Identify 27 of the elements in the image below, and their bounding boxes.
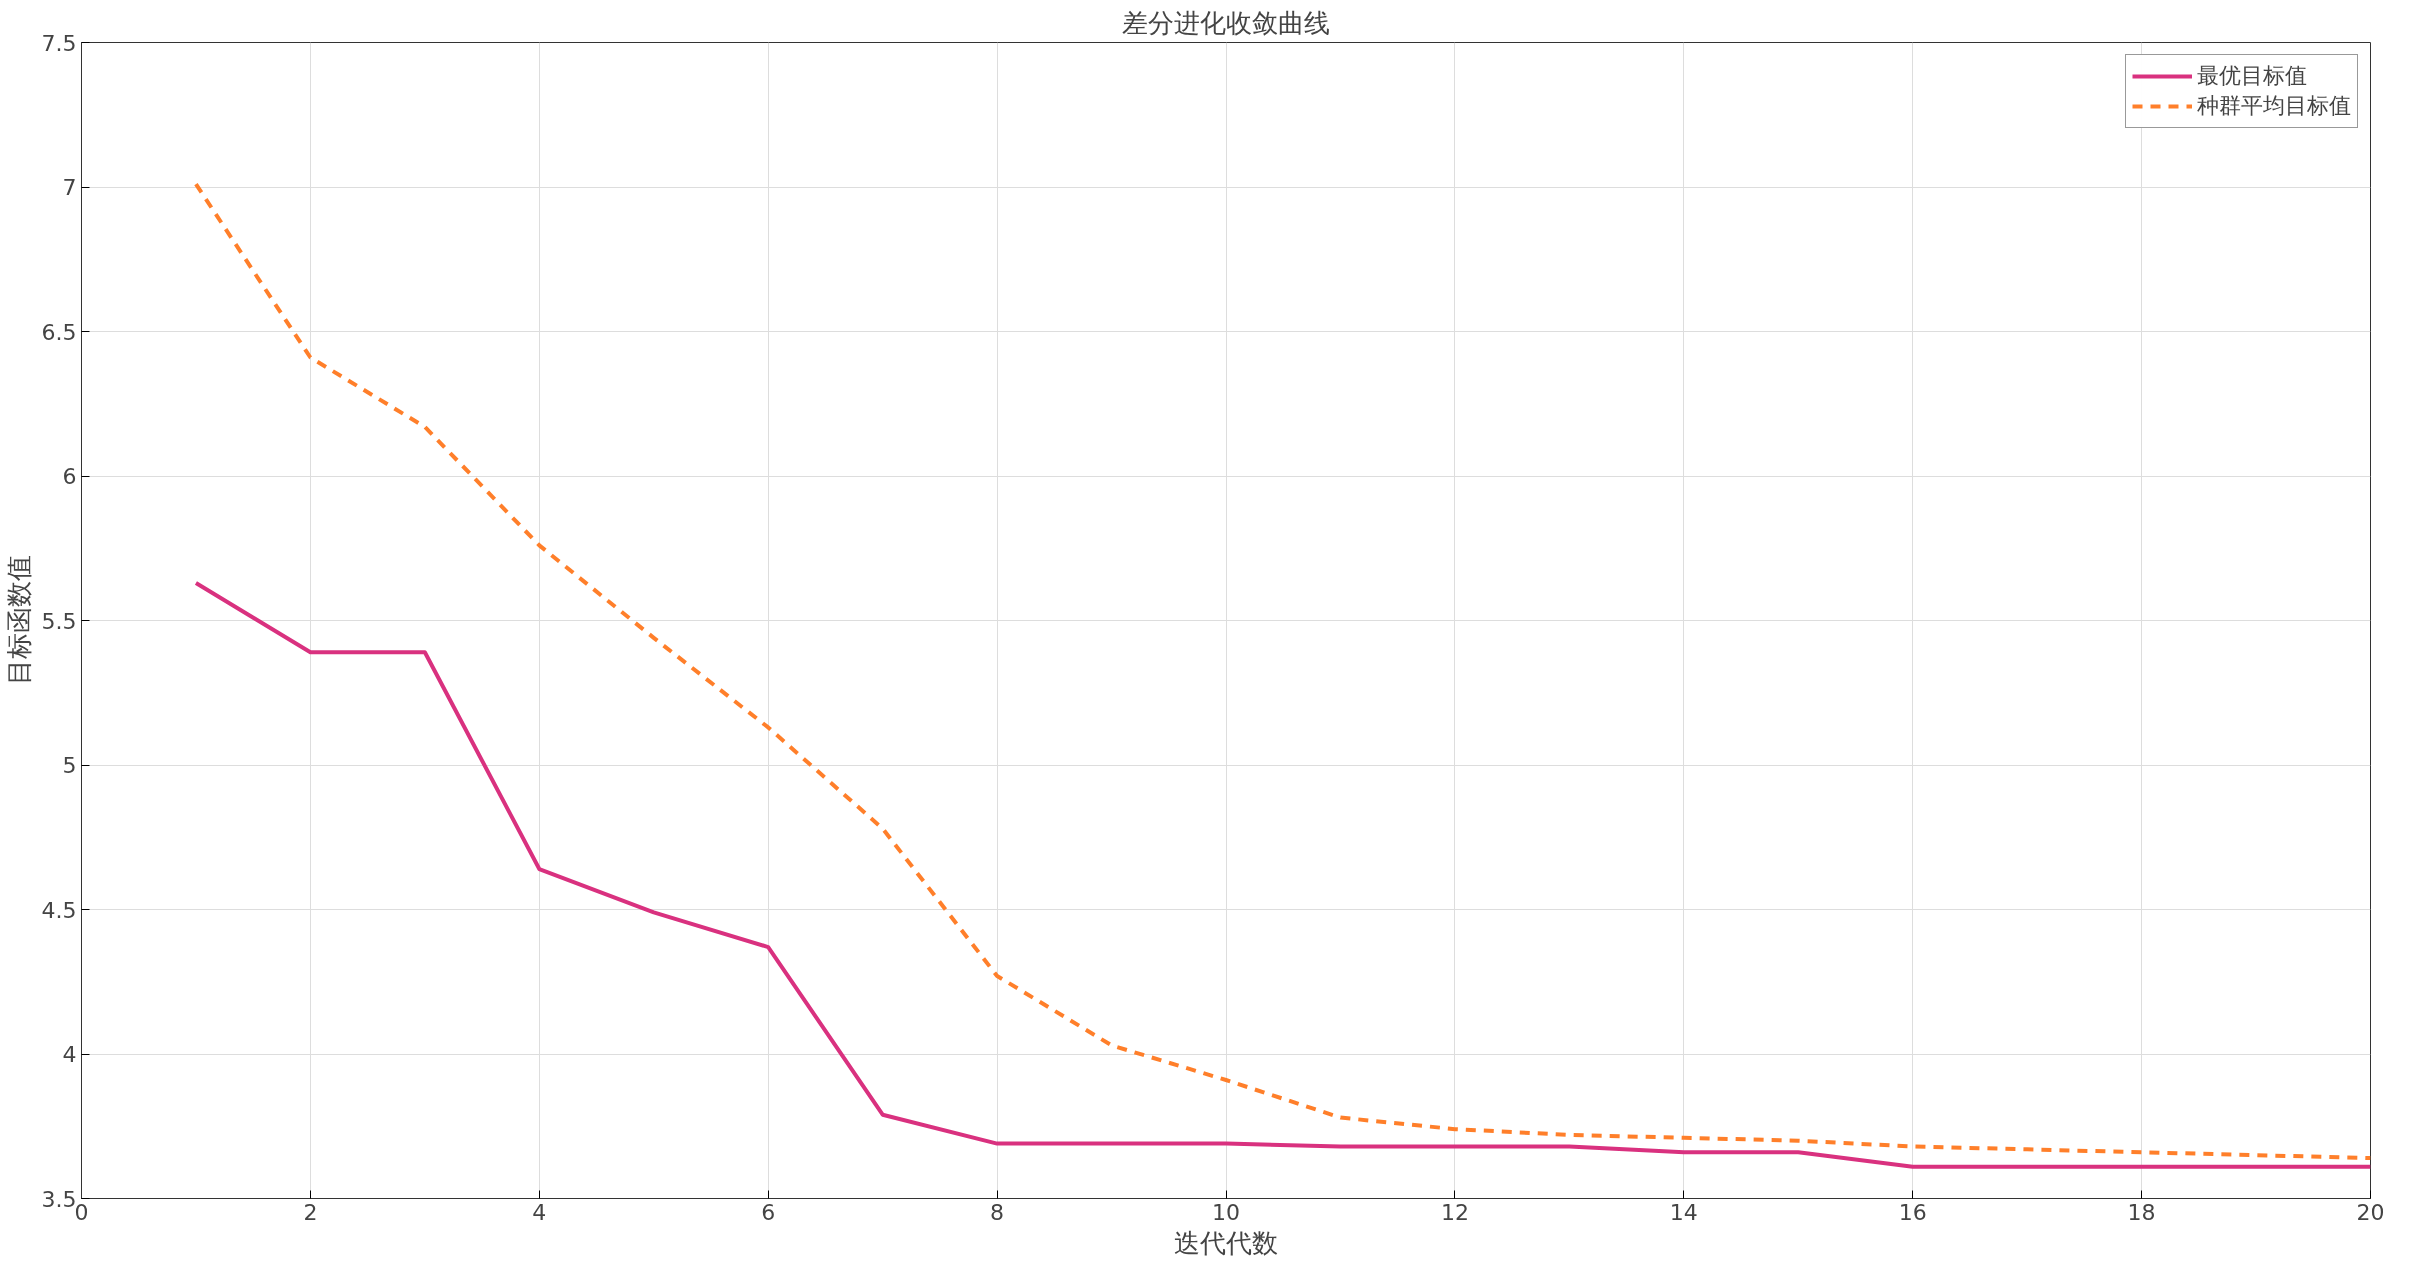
line-series: [193, 182, 2371, 1161]
x-tick-label: 10: [1212, 1199, 1240, 1225]
y-axis-title: 目标函数值: [3, 555, 34, 686]
y-tick-label: 3.5: [41, 1186, 77, 1212]
y-tick-label: 7: [62, 175, 77, 200]
x-tick-label: 8: [990, 1199, 1005, 1225]
x-axis-title: 迭代代数: [1174, 1227, 1278, 1258]
legend-label: 种群平均目标值: [2197, 92, 2351, 120]
y-tick-label: 5.5: [41, 608, 77, 634]
x-tick-label: 4: [532, 1199, 547, 1225]
y-tick-label: 4: [62, 1042, 77, 1067]
y-tick-label: 5: [62, 753, 77, 778]
y-tick-label: 6: [62, 464, 77, 489]
x-tick-label: 6: [761, 1199, 776, 1225]
legend-label: 最优目标值: [2197, 62, 2307, 90]
x-tick-label: 16: [1898, 1199, 1927, 1225]
y-tick-label: 7.5: [41, 30, 77, 56]
chart-title: 差分进化收敛曲线: [1122, 7, 1330, 38]
x-tick-label: 18: [2127, 1199, 2156, 1225]
x-tick-label: 20: [2356, 1199, 2385, 1225]
line-series: [193, 580, 2371, 1169]
y-tick-label: 6.5: [41, 319, 77, 345]
x-tick-label: 14: [1669, 1199, 1698, 1225]
y-tick-label: 4.5: [41, 897, 77, 923]
x-tick-label: 12: [1440, 1199, 1469, 1225]
x-tick-label: 2: [303, 1199, 318, 1225]
x-tick-label: 0: [74, 1199, 89, 1225]
